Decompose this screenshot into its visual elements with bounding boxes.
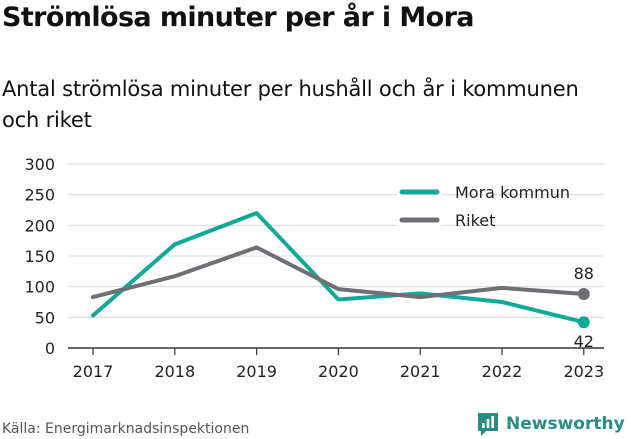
series-line-1 (91, 245, 586, 300)
end-labels: 42 88 (574, 264, 594, 351)
grid-lines (68, 163, 604, 349)
series-end-marker-0 (577, 316, 590, 329)
series-lines (91, 211, 590, 329)
chart-subtitle: Antal strömlösa minuter per hushåll och … (2, 77, 579, 132)
x-tick-label: 2021 (400, 362, 441, 381)
y-tick-label: 250 (24, 186, 55, 205)
x-tick-label: 2020 (318, 362, 359, 381)
legend-label-1: Riket (455, 211, 495, 230)
x-tick-label: 2017 (73, 362, 114, 381)
newsworthy-logo-icon (478, 413, 498, 436)
series-line-0 (91, 211, 586, 325)
legend-label-0: Mora kommun (455, 183, 570, 202)
brand-name: Newsworthy (506, 414, 625, 434)
y-tick-label: 150 (24, 247, 55, 266)
end-label-mora: 42 (574, 332, 594, 351)
chart-legend: Mora kommun Riket (397, 183, 570, 230)
chart-title: Strömlösa minuter per år i Mora (2, 2, 475, 33)
y-tick-label: 100 (24, 278, 55, 297)
x-tick-label: 2022 (482, 362, 523, 381)
y-tick-label: 50 (35, 308, 55, 327)
y-tick-label: 0 (45, 339, 55, 358)
source-note: Källa: Energimarknadsinspektionen (2, 421, 250, 437)
series-end-marker-1 (577, 288, 590, 301)
y-tick-label: 300 (24, 155, 55, 174)
brand: Newsworthy (476, 409, 625, 439)
end-label-riket: 88 (574, 264, 594, 283)
x-axis-ticks: 2017 2018 2019 2020 2021 2022 2023 (73, 348, 604, 381)
x-tick-label: 2019 (236, 362, 277, 381)
y-tick-label: 200 (24, 216, 55, 235)
y-axis-ticks: 0 50 100 150 200 250 300 (24, 155, 55, 358)
x-tick-label: 2023 (563, 362, 604, 381)
x-tick-label: 2018 (154, 362, 195, 381)
